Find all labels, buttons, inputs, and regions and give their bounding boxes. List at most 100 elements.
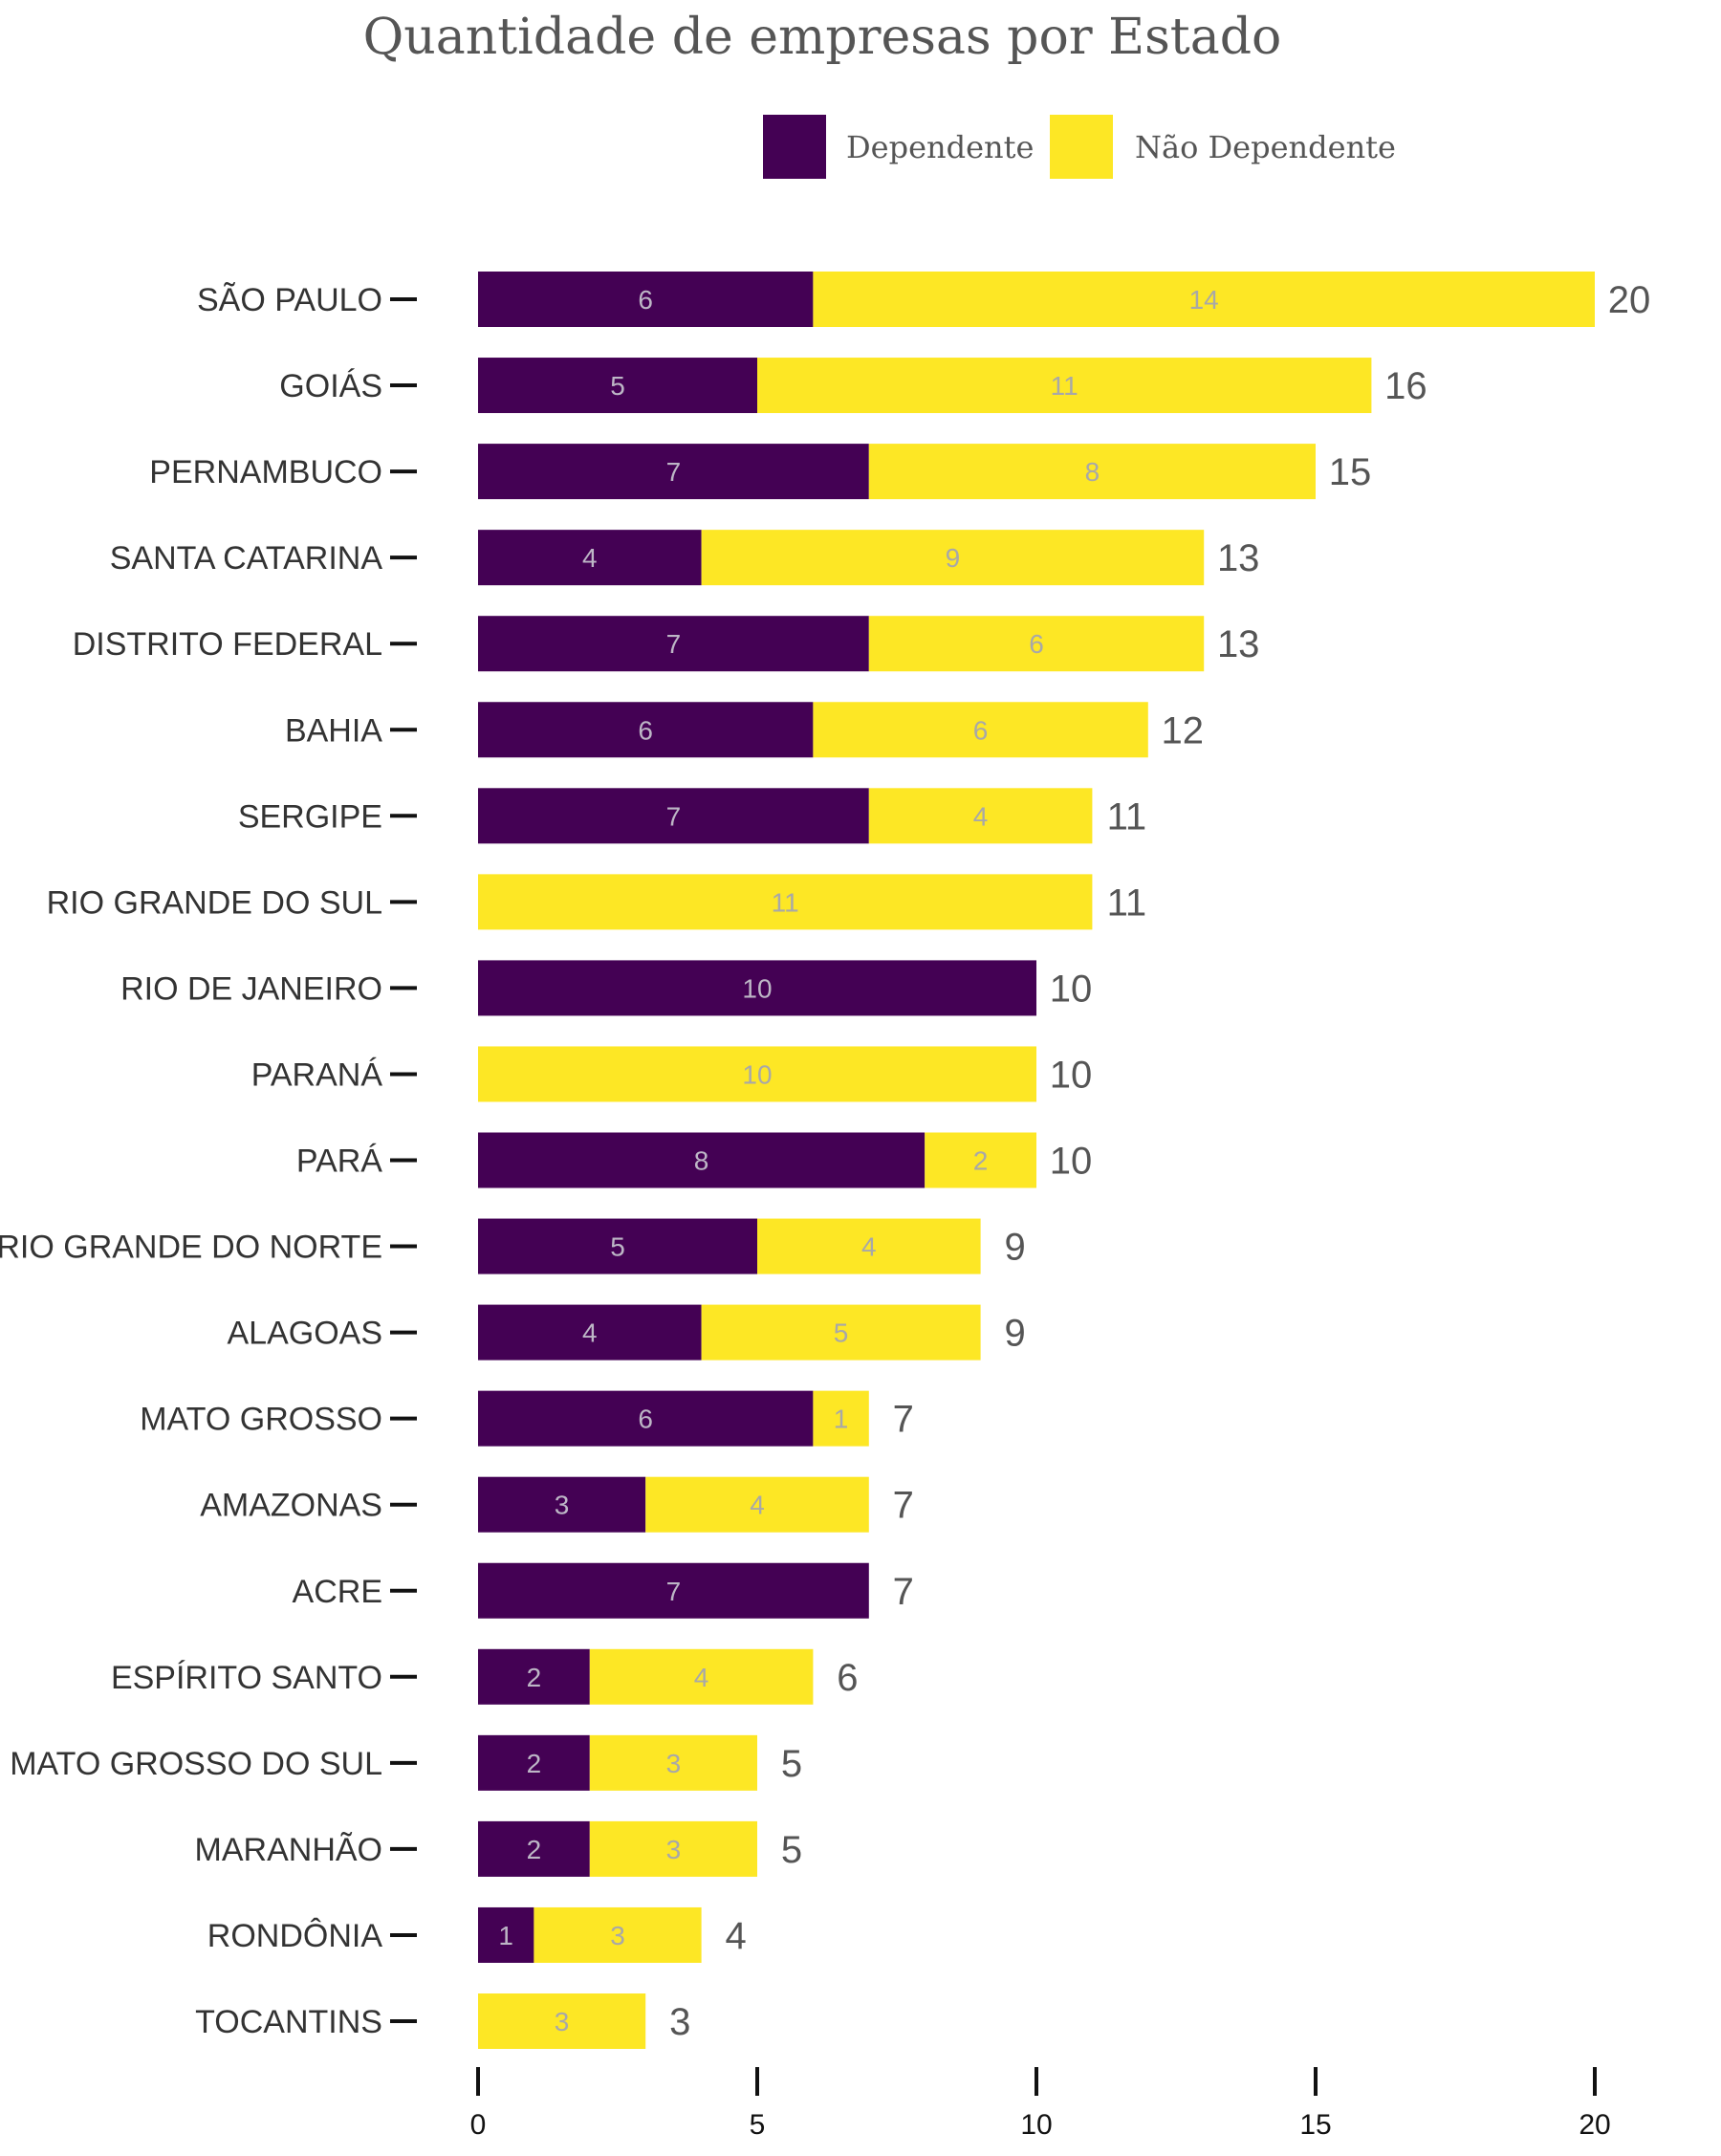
bar-value-label: 4 <box>694 1663 709 1692</box>
bar-segment <box>478 1046 1036 1102</box>
bar-total-label: 4 <box>725 1915 746 1957</box>
bar-total-label: 12 <box>1162 709 1205 751</box>
bar-value-label: 8 <box>694 1146 709 1176</box>
category-label: TOCANTINS <box>195 2004 382 2040</box>
bar-segment <box>478 1390 814 1447</box>
bar-value-label: 2 <box>973 1146 989 1176</box>
bar-value-label: 2 <box>527 1663 542 1692</box>
bar-value-label: 4 <box>582 543 598 573</box>
bar-value-label: 11 <box>772 887 799 917</box>
bar-value-label: 6 <box>638 1405 653 1434</box>
bar-segment <box>925 1132 1036 1188</box>
bar-segment <box>478 530 702 586</box>
category-label: SANTA CATARINA <box>110 540 383 577</box>
bar-value-label: 2 <box>527 1835 542 1864</box>
bar-value-label: 10 <box>742 973 772 1003</box>
x-tick-label: 10 <box>1020 2109 1052 2141</box>
axis-layer: SÃO PAULO GOIÁS PERNAMBUCO SANTA CATARINA DI… <box>0 282 1611 2141</box>
bar-total-label: 7 <box>893 1571 914 1613</box>
category-label: PARÁ <box>296 1143 382 1180</box>
bar-total-label: 3 <box>669 2001 690 2043</box>
x-tick-label: 5 <box>750 2109 766 2141</box>
category-label: RIO DE JANEIRO <box>120 970 382 1007</box>
bar-total-label: 6 <box>837 1657 858 1699</box>
x-tick-label: 15 <box>1299 2109 1331 2141</box>
bar-segment <box>701 1304 981 1361</box>
category-label: PARANÁ <box>251 1056 383 1093</box>
bar-value-label: 3 <box>666 1749 682 1778</box>
bar-value-label: 2 <box>527 1749 542 1778</box>
category-label: MARANHÃO <box>195 1832 382 1868</box>
category-label: ACRE <box>293 1574 382 1610</box>
category-label: AMAZONAS <box>200 1488 382 1524</box>
bar-total-label: 10 <box>1050 1141 1093 1183</box>
bar-segment <box>478 1906 534 1963</box>
bar-value-label: 3 <box>555 1491 570 1520</box>
bar-segment <box>813 272 1595 327</box>
legend-label-2: Não Dependente <box>1135 129 1396 165</box>
bar-value-label: 6 <box>638 715 653 745</box>
bar-segment <box>478 1476 646 1533</box>
bar-value-label: 5 <box>834 1318 849 1348</box>
bar-segment <box>478 1993 646 2049</box>
category-label: BAHIA <box>285 712 382 749</box>
bar-segment <box>478 1304 702 1361</box>
bar-value-label: 4 <box>861 1232 877 1262</box>
bar-value-label: 14 <box>1189 285 1219 315</box>
category-label: RONDÔNIA <box>207 1918 383 1954</box>
bar-value-label: 4 <box>582 1318 598 1348</box>
bar-value-label: 1 <box>498 1921 513 1950</box>
legend-label-1: Dependente <box>846 129 1034 165</box>
bar-value-label: 6 <box>638 285 653 315</box>
bar-total-label: 15 <box>1329 451 1372 493</box>
bar-total-label: 5 <box>781 1829 802 1871</box>
bar-segment <box>478 1820 590 1877</box>
bar-value-label: 9 <box>946 543 961 573</box>
bar-total-label: 20 <box>1608 279 1651 321</box>
bar-value-label: 5 <box>610 371 625 401</box>
bar-segment <box>534 1906 702 1963</box>
bar-segment <box>868 616 1205 672</box>
bar-value-label: 3 <box>555 2007 570 2036</box>
bar-total-label: 16 <box>1384 365 1427 407</box>
bar-segment <box>589 1820 757 1877</box>
category-label: SERGIPE <box>238 798 382 835</box>
bar-total-label: 13 <box>1217 623 1260 665</box>
bar-value-label: 11 <box>1051 371 1078 401</box>
bar-segment <box>757 1218 981 1274</box>
bar-value-label: 7 <box>666 629 682 659</box>
bar-value-label: 10 <box>742 1059 772 1089</box>
category-label: RIO GRANDE DO NORTE <box>0 1230 382 1266</box>
bar-segment <box>478 1562 869 1619</box>
bar-segment <box>813 702 1148 758</box>
category-label: RIO GRANDE DO SUL <box>47 884 382 921</box>
category-label: PERNAMBUCO <box>149 454 382 490</box>
bar-total-label: 11 <box>1107 795 1147 838</box>
bar-value-label: 4 <box>973 801 989 831</box>
bar-value-label: 7 <box>666 457 682 487</box>
bar-segment <box>478 1648 590 1705</box>
bar-segment <box>478 1218 757 1274</box>
bar-value-label: 3 <box>610 1921 625 1950</box>
bar-value-label: 4 <box>750 1491 765 1520</box>
bar-segment <box>589 1648 814 1705</box>
bar-segment <box>478 358 757 414</box>
bar-segment <box>478 444 869 500</box>
bar-segment <box>868 788 1093 844</box>
bar-value-label: 5 <box>610 1232 625 1262</box>
category-label: MATO GROSSO DO SUL <box>10 1746 382 1782</box>
bar-total-label: 7 <box>893 1485 914 1527</box>
bar-total-label: 9 <box>1004 1313 1025 1355</box>
bar-segment <box>589 1734 757 1791</box>
bar-value-label: 6 <box>1029 629 1044 659</box>
bar-segment <box>478 788 869 844</box>
bar-total-label: 10 <box>1050 1054 1093 1096</box>
x-tick-label: 20 <box>1579 2109 1610 2141</box>
bar-total-label: 13 <box>1217 537 1260 579</box>
bar-total-label: 9 <box>1004 1227 1025 1269</box>
bar-total-label: 10 <box>1050 968 1093 1010</box>
bar-segment <box>478 272 814 327</box>
